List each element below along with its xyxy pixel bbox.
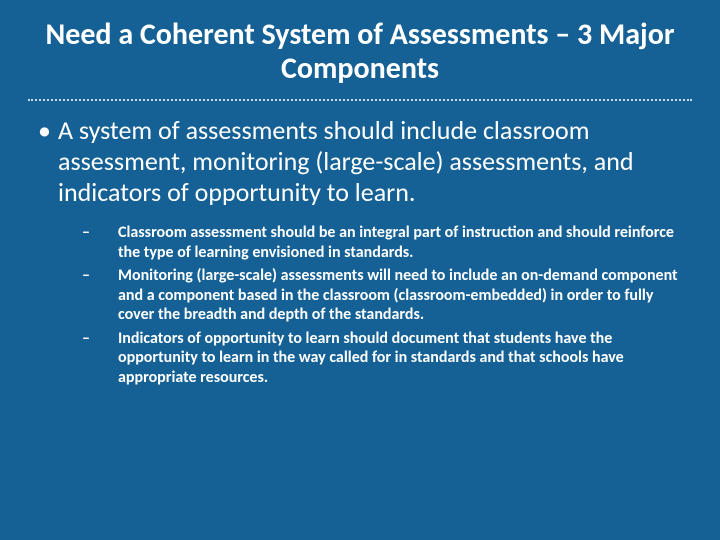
bullet-list-level2: Classroom assessment should be an integr… [58,223,684,387]
subbullet-item: Classroom assessment should be an integr… [58,223,684,262]
bullet-item: A system of assessments should include c… [36,115,684,387]
slide-title: Need a Coherent System of Assessments – … [28,18,692,85]
bullet-text: A system of assessments should include c… [58,114,634,207]
subbullet-item: Monitoring (large-scale) assessments wil… [58,266,684,325]
slide: Need a Coherent System of Assessments – … [0,0,720,540]
subbullet-item: Indicators of opportunity to learn shoul… [58,329,684,388]
bullet-list-level1: A system of assessments should include c… [36,115,684,387]
slide-content: A system of assessments should include c… [28,115,692,387]
title-divider [28,99,692,101]
